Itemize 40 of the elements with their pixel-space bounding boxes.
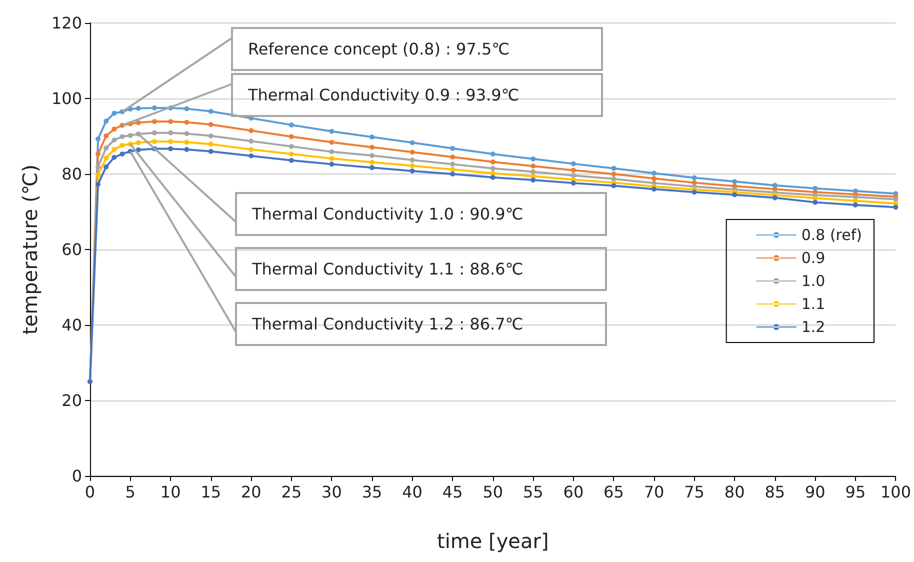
x-axis-title: time [year] <box>436 529 549 553</box>
x-tick-label: 20 <box>240 482 262 502</box>
legend-label: 1.2 <box>801 318 826 336</box>
x-tick-label: 10 <box>160 482 181 502</box>
x-tick-label: 90 <box>804 482 826 502</box>
x-tick-label: 25 <box>281 482 302 502</box>
x-tick-label: 50 <box>482 482 504 502</box>
x-tick-label: 40 <box>402 482 422 502</box>
x-tick-label: 75 <box>684 482 704 502</box>
x-tick-label: 55 <box>522 482 544 502</box>
x-tick-label: 100 <box>880 482 912 502</box>
x-tick-label: 95 <box>845 482 866 502</box>
x-tick-label: 85 <box>764 482 786 502</box>
x-tick-label: 65 <box>604 482 624 502</box>
annotation: Thermal Conductivity 0.9 : 93.9℃ <box>247 86 520 104</box>
annotation: Thermal Conductivity 1.2 : 86.7℃ <box>251 314 524 334</box>
y-tick-label: 40 <box>62 316 82 334</box>
y-tick-label: 0 <box>72 466 82 486</box>
annotation: Thermal Conductivity 1.1 : 88.6℃ <box>251 260 524 278</box>
y-tick-label: 80 <box>62 164 82 184</box>
annotation: Thermal Conductivity 1.0 : 90.9℃ <box>251 204 524 224</box>
x-tick-label: 70 <box>644 482 664 502</box>
y-tick-label: 20 <box>62 391 82 410</box>
x-tick-label: 35 <box>362 482 382 502</box>
annotation: Reference concept (0.8) : 97.5℃ <box>248 40 510 58</box>
x-tick-label: 80 <box>724 482 745 502</box>
x-tick-label: 45 <box>442 482 463 502</box>
legend-label: 1.0 <box>801 272 826 290</box>
x-tick-label: 15 <box>200 482 222 502</box>
y-tick-label: 120 <box>51 14 82 32</box>
legend-label: 0.9 <box>801 249 826 267</box>
y-tick-label: 60 <box>62 240 82 259</box>
legend-label: 1.1 <box>801 295 826 313</box>
x-tick-label: 5 <box>125 482 136 502</box>
legend-label: 0.8 (ref) <box>801 226 862 244</box>
x-tick-label: 0 <box>84 482 96 502</box>
x-tick-label: 30 <box>322 482 342 502</box>
x-tick-label: 60 <box>563 482 584 502</box>
y-tick-label: 100 <box>51 89 82 108</box>
y-axis-title: temperature (℃) <box>18 164 42 335</box>
